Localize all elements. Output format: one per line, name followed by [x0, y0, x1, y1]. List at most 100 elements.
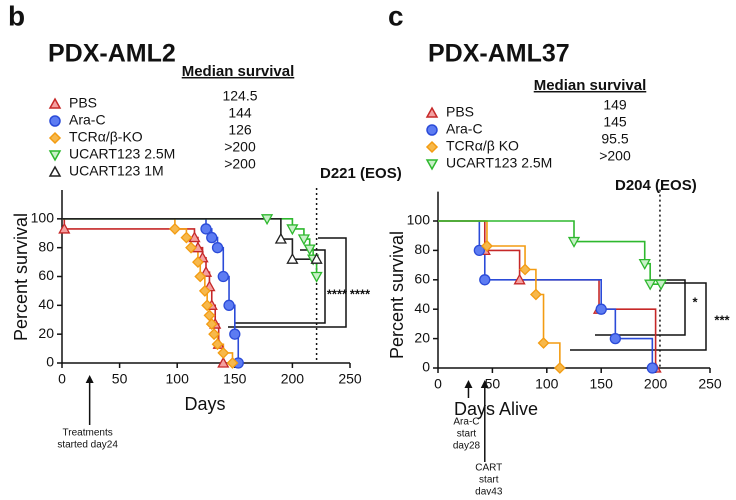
y-tick-label: 80: [414, 241, 430, 257]
legend-marker: [48, 131, 62, 145]
marker: [211, 242, 224, 254]
x-tick-label: 0: [58, 371, 66, 387]
marker: [208, 328, 220, 341]
marker: [473, 244, 485, 257]
marker: [595, 303, 607, 315]
legend-label: Ara-C: [69, 112, 106, 128]
y-axis-label: Percent survival: [11, 213, 31, 341]
marker: [58, 222, 71, 234]
marker: [217, 270, 229, 283]
x-tick-label: 100: [166, 371, 190, 387]
treatment-note: start: [457, 429, 477, 440]
chart-title: PDX-AML37: [428, 40, 570, 68]
legend-marker: [425, 159, 439, 171]
y-tick-label: 40: [38, 296, 54, 312]
legend-label: Ara-C: [446, 121, 483, 137]
legend-marker: [425, 140, 439, 154]
marker: [217, 346, 230, 359]
marker: [638, 258, 651, 270]
x-tick-label: 0: [434, 376, 442, 392]
median-header: Median survival: [534, 77, 647, 94]
median-value: 149: [603, 97, 627, 113]
treatment-note: day28: [453, 441, 481, 452]
median-value: 124.5: [222, 88, 257, 104]
legend-label: TCRα/β KO: [446, 138, 519, 154]
survival-curve: [438, 220, 654, 368]
significance: ****: [350, 286, 371, 301]
marker: [481, 240, 493, 252]
marker: [479, 274, 491, 286]
y-tick-label: 20: [38, 325, 54, 341]
bracket: [595, 279, 686, 336]
marker: [537, 337, 550, 349]
arrow-head: [480, 380, 489, 388]
marker: [203, 309, 216, 322]
eos-label: D221 (EOS): [320, 165, 402, 182]
marker: [519, 263, 531, 276]
median-value: >200: [224, 156, 256, 172]
marker: [217, 356, 230, 368]
x-axis-label: Days Alive: [454, 399, 538, 419]
treatment-note: CART: [475, 463, 502, 474]
y-tick-label: 60: [38, 267, 54, 283]
significance: ****: [327, 286, 348, 301]
median-header: Median survival: [182, 63, 295, 80]
marker: [206, 231, 218, 244]
median-value: 95.5: [601, 131, 628, 147]
marker: [260, 214, 274, 226]
x-tick-label: 50: [485, 376, 501, 392]
legend-marker: [49, 115, 61, 127]
marker: [644, 279, 657, 291]
marker: [194, 270, 207, 283]
arrow-head: [85, 375, 94, 383]
marker: [286, 224, 299, 236]
significance-brackets: [228, 237, 707, 351]
legend-label: UCART123 2.5M: [69, 146, 175, 162]
treatment-note: day43: [475, 487, 503, 495]
marker: [310, 271, 323, 283]
marker: [274, 232, 287, 244]
marker: [310, 252, 323, 264]
marker: [211, 338, 224, 351]
treatment-note: started day24: [57, 440, 118, 451]
y-tick-label: 100: [407, 212, 431, 228]
legend-label: UCART123 1M: [69, 163, 164, 179]
legend-label: UCART123 2.5M: [446, 155, 552, 171]
survival-curve: [62, 218, 317, 260]
treatment-note: Treatments: [63, 428, 113, 439]
x-axis-label: Days: [184, 394, 225, 414]
panel-label: b: [8, 0, 25, 31]
eos-label: D204 (EOS): [615, 177, 697, 194]
legend-label: TCRα/β-KO: [69, 129, 143, 145]
y-tick-label: 40: [414, 300, 430, 316]
marker: [654, 279, 668, 291]
marker: [185, 241, 197, 254]
marker: [198, 284, 211, 297]
median-value: >200: [224, 139, 256, 155]
legend-marker: [48, 97, 62, 109]
marker: [530, 288, 542, 301]
marker: [513, 273, 526, 285]
marker: [205, 318, 218, 330]
marker: [646, 362, 658, 374]
median-value: 145: [603, 114, 627, 130]
x-tick-label: 200: [644, 376, 668, 392]
legend-marker: [426, 124, 438, 136]
marker: [223, 299, 235, 311]
marker: [226, 357, 239, 369]
marker: [553, 362, 566, 374]
y-tick-label: 0: [46, 354, 54, 370]
significance: *: [692, 294, 698, 309]
marker: [297, 234, 311, 246]
x-tick-label: 150: [223, 371, 247, 387]
marker: [180, 231, 193, 244]
significance: ***: [714, 312, 730, 327]
marker: [286, 252, 299, 264]
treatment-note: Ara-C: [453, 417, 479, 428]
arrow-head: [464, 380, 473, 388]
legend-marker: [48, 150, 62, 162]
panel-label: c: [388, 0, 404, 31]
marker: [192, 256, 204, 269]
marker: [609, 332, 621, 345]
